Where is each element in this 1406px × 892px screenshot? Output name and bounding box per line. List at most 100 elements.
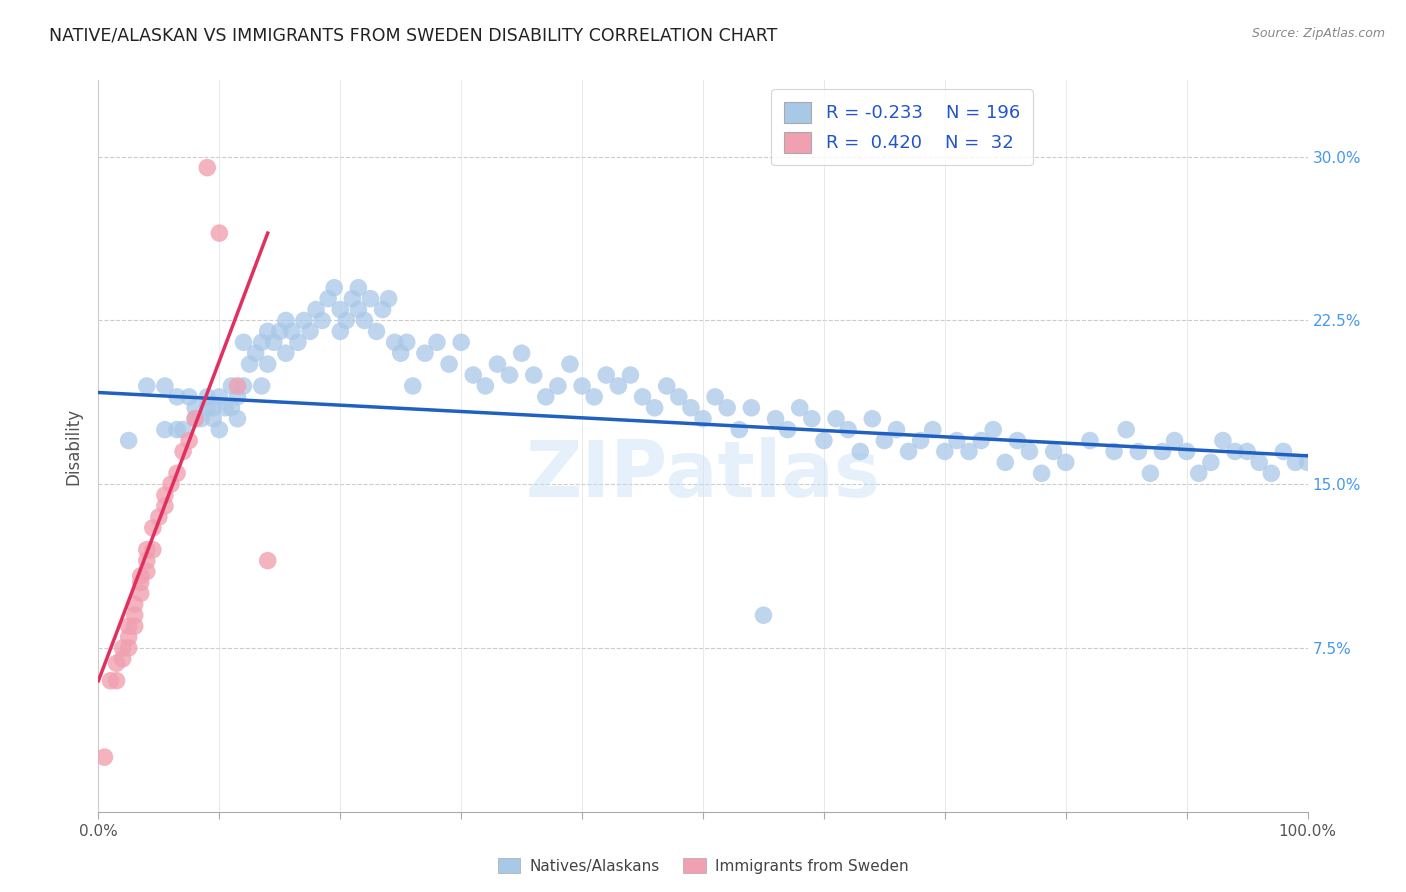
Point [776,423,799,437]
Text: ZIPatlas: ZIPatlas [526,437,880,513]
Point [202,401,225,415]
Point [105,673,128,688]
Point [1007,434,1029,448]
Point [269,324,291,338]
Point [1188,467,1211,481]
Point [274,346,297,360]
Point [263,335,285,350]
Point [153,499,176,513]
Point [607,379,630,393]
Point [105,657,128,671]
Point [226,379,249,393]
Point [232,379,254,393]
Point [323,281,346,295]
Y-axis label: Disability: Disability [65,408,83,484]
Point [402,379,425,393]
Point [395,335,418,350]
Point [377,292,399,306]
Point [837,423,859,437]
Point [486,357,509,371]
Point [226,390,249,404]
Point [463,368,485,382]
Point [166,390,188,404]
Point [1054,455,1077,469]
Point [728,423,751,437]
Point [202,411,225,425]
Point [1152,444,1174,458]
Point [329,324,352,338]
Point [311,313,333,327]
Point [366,324,388,338]
Point [994,455,1017,469]
Point [1115,423,1137,437]
Point [957,444,980,458]
Point [118,630,141,644]
Point [347,302,370,317]
Point [111,640,134,655]
Point [166,467,188,481]
Point [208,390,231,404]
Point [118,434,141,448]
Point [190,411,212,425]
Point [921,423,943,437]
Point [619,368,641,382]
Point [153,379,176,393]
Point [1199,455,1222,469]
Point [142,542,165,557]
Point [226,411,249,425]
Point [873,434,896,448]
Point [1042,444,1064,458]
Point [789,401,811,415]
Point [111,652,134,666]
Point [135,565,157,579]
Point [692,411,714,425]
Point [371,302,394,317]
Point [256,554,278,568]
Point [910,434,932,448]
Point [1102,444,1125,458]
Point [413,346,436,360]
Point [897,444,920,458]
Point [523,368,546,382]
Point [172,444,194,458]
Point [800,411,823,425]
Text: Source: ZipAtlas.com: Source: ZipAtlas.com [1251,27,1385,40]
Point [179,434,201,448]
Point [1031,467,1053,481]
Point [704,390,727,404]
Point [245,346,267,360]
Point [716,401,738,415]
Point [195,161,218,175]
Point [389,346,412,360]
Point [1223,444,1246,458]
Point [129,586,152,600]
Point [474,379,496,393]
Point [498,368,520,382]
Point [250,335,273,350]
Point [153,423,176,437]
Point [124,619,146,633]
Point [135,542,157,557]
Point [1163,434,1185,448]
Point [1296,455,1319,469]
Point [166,423,188,437]
Point [118,619,141,633]
Point [347,281,370,295]
Point [860,411,883,425]
Point [184,411,207,425]
Point [360,292,382,306]
Point [256,324,278,338]
Point [679,401,702,415]
Point [100,673,122,688]
Point [93,750,115,764]
Point [256,357,278,371]
Point [1078,434,1101,448]
Point [172,423,194,437]
Point [981,423,1004,437]
Point [644,401,666,415]
Point [281,324,304,338]
Point [1018,444,1040,458]
Point [195,390,218,404]
Point [124,597,146,611]
Point [118,640,141,655]
